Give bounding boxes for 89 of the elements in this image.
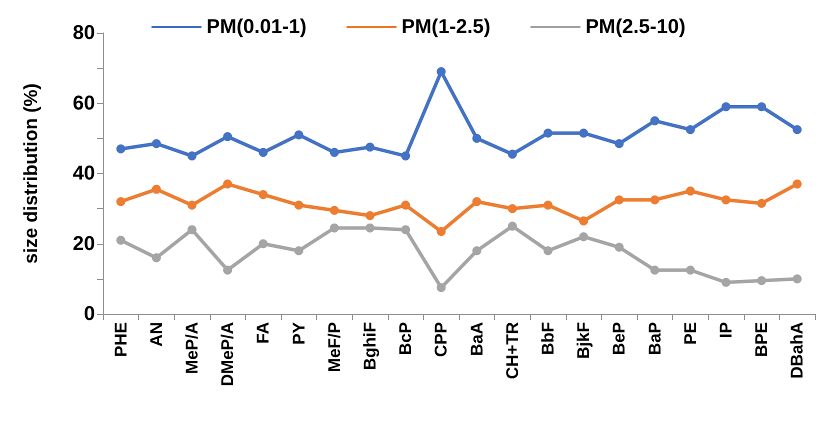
point — [722, 102, 730, 112]
x-tick-label: BjkF — [574, 322, 594, 359]
point — [152, 253, 161, 262]
point — [544, 128, 552, 138]
y-tick-label: 60 — [72, 92, 95, 114]
point — [294, 130, 304, 140]
x-tick-label: PY — [289, 321, 308, 345]
point — [650, 116, 660, 126]
point — [686, 266, 695, 275]
point — [579, 216, 588, 226]
point — [401, 225, 410, 234]
point — [401, 151, 410, 160]
point — [650, 266, 660, 275]
x-tick-label: BaA — [467, 322, 486, 356]
point — [792, 274, 802, 284]
x-tick-label: IP — [716, 322, 736, 338]
point — [508, 222, 517, 231]
point — [508, 204, 517, 214]
point — [722, 195, 730, 204]
point — [472, 197, 482, 206]
x-tick-label: DMeP/A — [218, 322, 238, 386]
legend-label: PM(1-2.5) — [402, 16, 490, 38]
point — [544, 200, 552, 210]
point — [366, 142, 374, 152]
x-tick-label: BbF — [538, 322, 558, 356]
point — [792, 125, 802, 134]
point — [188, 151, 196, 160]
point — [686, 125, 695, 134]
point — [401, 200, 410, 210]
point — [579, 232, 588, 242]
point — [579, 128, 588, 138]
x-tick-label: BcP — [396, 322, 416, 356]
point — [508, 150, 517, 159]
point — [757, 276, 766, 286]
point — [258, 148, 268, 157]
point — [223, 266, 232, 275]
point — [757, 198, 766, 208]
point — [436, 283, 446, 292]
point — [294, 200, 304, 210]
point — [614, 195, 624, 204]
point — [686, 186, 695, 196]
point — [722, 278, 730, 287]
point — [792, 180, 802, 189]
x-tick-label: DBahA — [788, 322, 807, 379]
x-tick-label: AN — [146, 322, 166, 347]
y-tick-label: 80 — [72, 22, 95, 44]
x-tick-label: BPE — [752, 322, 772, 357]
x-tick-label: BghiF — [360, 322, 380, 370]
legend-label: PM(2.5-10) — [585, 16, 686, 38]
point — [116, 144, 126, 154]
x-tick-label: FA — [254, 322, 273, 344]
x-tick-label: BeP — [610, 322, 629, 356]
point — [436, 226, 446, 236]
point — [258, 239, 268, 248]
point — [223, 180, 232, 189]
x-tick-label: CPP — [432, 322, 451, 357]
point — [152, 184, 161, 194]
point — [116, 197, 126, 206]
y-tick-label: 0 — [84, 303, 95, 325]
x-tick-label: PE — [680, 322, 700, 345]
point — [294, 246, 304, 256]
point — [366, 223, 374, 232]
point — [188, 200, 196, 210]
point — [258, 190, 268, 200]
legend-label: PM(0.01-1) — [206, 16, 307, 38]
x-tick-label: MeP/A — [182, 322, 202, 374]
point — [472, 134, 482, 143]
point — [544, 246, 552, 256]
x-tick-label: MeF/P — [324, 322, 344, 372]
point — [152, 139, 161, 148]
point — [330, 223, 339, 232]
y-tick-label: 20 — [72, 232, 95, 255]
x-tick-label: CH+TR — [502, 322, 522, 380]
x-tick-label: PHE — [111, 322, 130, 357]
point — [366, 211, 374, 220]
point — [650, 195, 660, 204]
point — [330, 206, 339, 215]
point — [614, 242, 624, 252]
point — [223, 132, 232, 142]
x-tick-label: BaP — [645, 322, 664, 356]
point — [472, 246, 482, 256]
point — [330, 148, 339, 157]
y-tick-label: 40 — [72, 162, 95, 184]
point — [436, 67, 446, 76]
point — [614, 139, 624, 148]
y-axis-title: size distribution (%) — [21, 83, 42, 264]
point — [757, 102, 766, 112]
point — [116, 236, 126, 245]
point — [188, 225, 196, 234]
